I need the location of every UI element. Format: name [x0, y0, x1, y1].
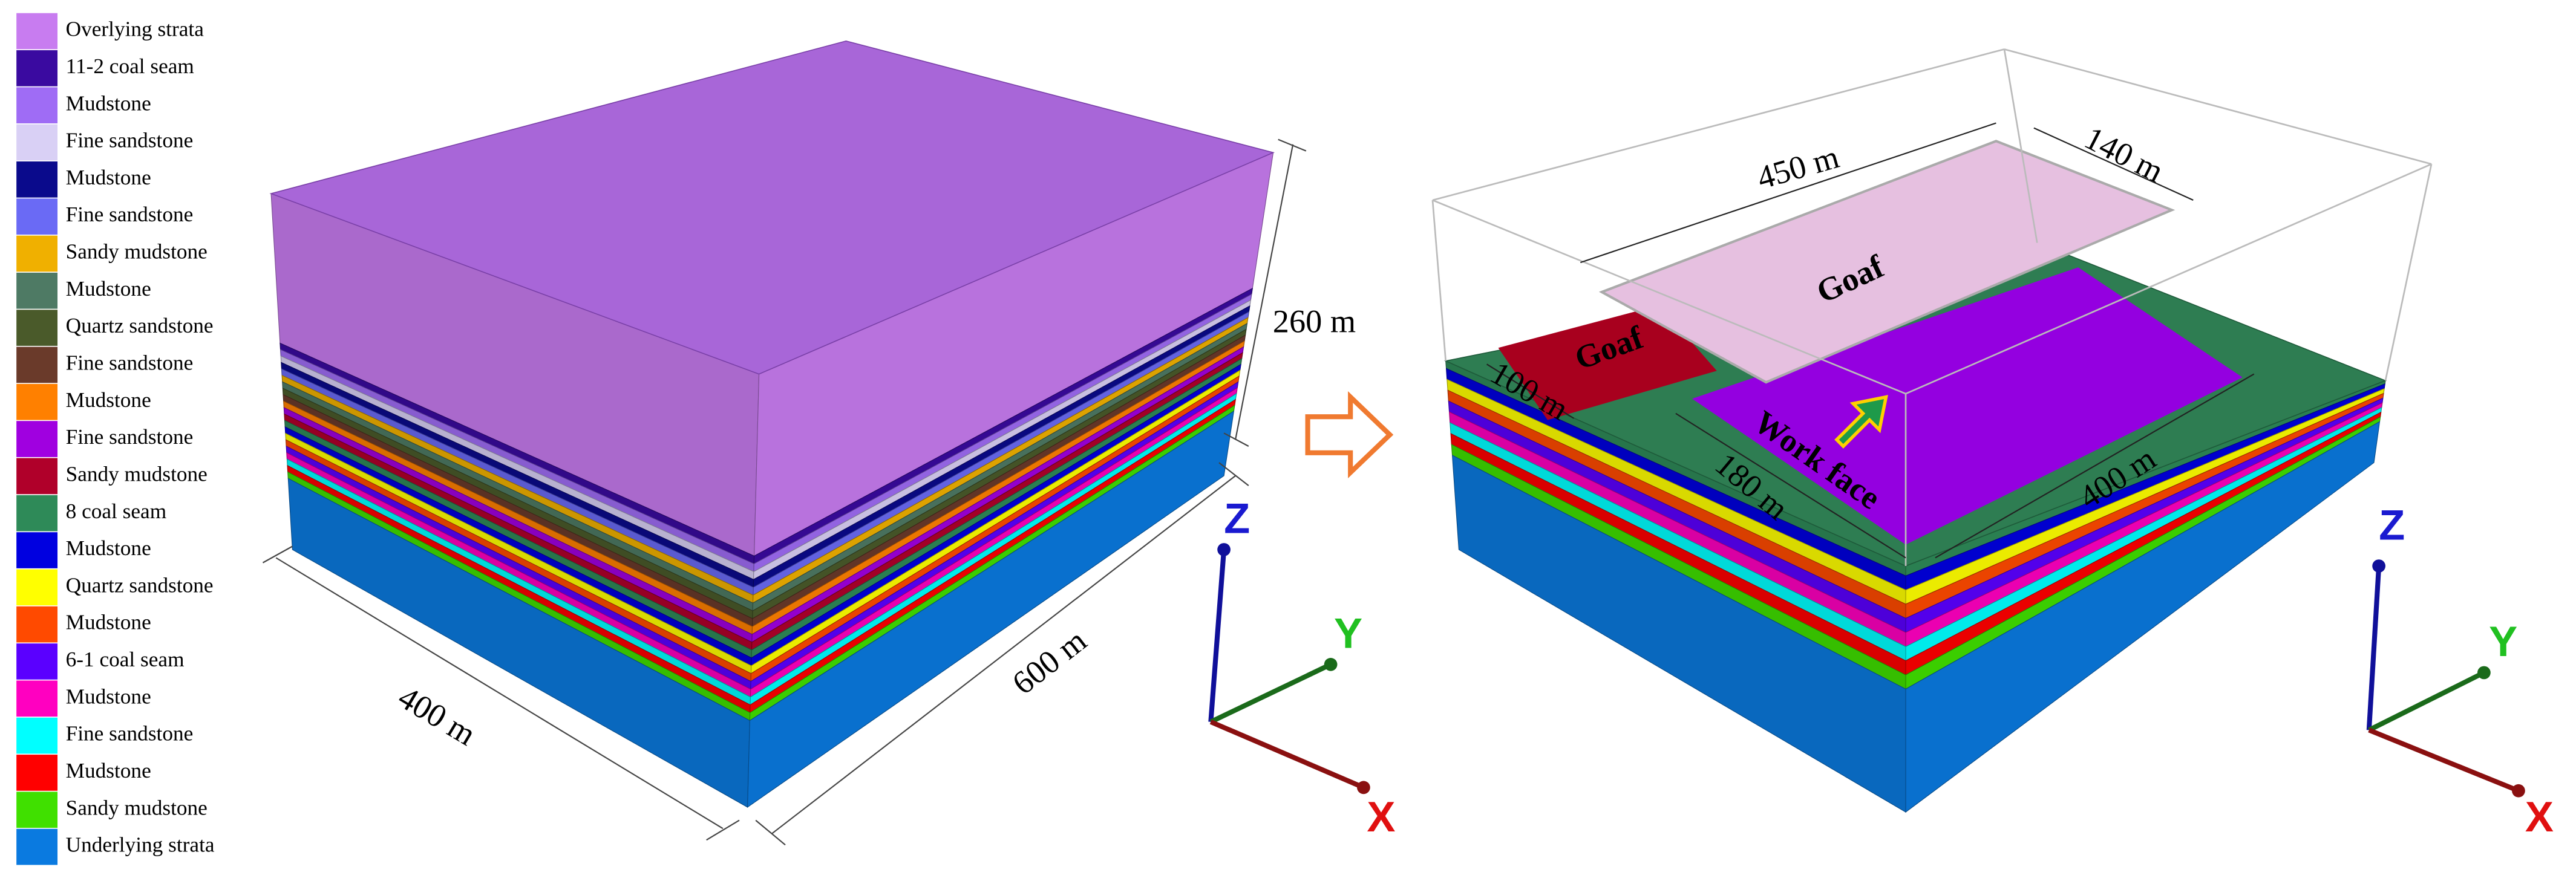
legend-label: Fine sandstone [66, 203, 194, 226]
legend-swatch [16, 124, 58, 161]
wireframe-edge [1431, 200, 1447, 362]
dimension-line [1935, 373, 2255, 559]
legend-swatch [16, 310, 58, 346]
axis-arrow-head [2477, 666, 2491, 680]
legend-label: Mudstone [66, 166, 151, 189]
right-dimension-lines [1486, 122, 2255, 559]
legend-label: Mudstone [66, 611, 151, 634]
legend-label: 8 coal seam [66, 499, 167, 523]
axes: Z Y X Z Y X [1208, 494, 2554, 840]
legend-swatch [16, 755, 58, 791]
axis-arrow-head [2372, 559, 2385, 573]
legend-label: Mudstone [66, 277, 151, 301]
wireframe-edge [1432, 199, 1906, 395]
work-face [1692, 267, 2243, 545]
legend-swatch [16, 50, 58, 86]
wireframe-edge [1432, 48, 2005, 201]
wireframe-edge [2003, 49, 2038, 243]
legend-swatch [16, 606, 58, 643]
goaf-area [1498, 305, 1717, 420]
axis-label: Z [2379, 501, 2405, 548]
axis-arrow [1209, 720, 1365, 790]
legend: Overlying strata 11-2 coal seam Mudstone Fi… [16, 13, 215, 865]
legend-label: Mudstone [66, 91, 151, 115]
legend-label: Overlying strata [66, 18, 204, 41]
axis-arrow [1209, 662, 1332, 724]
axis-arrow [2366, 565, 2382, 730]
legend-swatch [16, 421, 58, 457]
dimension-label: 600 m [1005, 622, 1093, 702]
dimension-line [1580, 122, 1996, 264]
legend-label: Quartz sandstone [66, 573, 214, 597]
axis-arrow-head [1217, 543, 1231, 556]
axis-arrow-head [2512, 784, 2525, 798]
legend-swatch [16, 717, 58, 754]
legend-swatch [16, 272, 58, 309]
advance-arrow [1834, 395, 1888, 449]
left-model [269, 40, 1275, 808]
dimension-label: 260 m [1273, 304, 1356, 340]
axis-label: X [2525, 793, 2554, 840]
legend-label: Fine sandstone [66, 722, 194, 746]
wireframe-edge [2004, 48, 2432, 165]
dimension-label: 400 m [392, 679, 482, 753]
legend-swatch [16, 680, 58, 717]
wireframe-edge [1905, 163, 2432, 395]
legend-swatch [16, 161, 58, 198]
legend-label: Sandy mudstone [66, 462, 208, 486]
axis-arrow-head [1357, 781, 1370, 795]
legend-label: Mudstone [66, 759, 151, 782]
legend-label: Sandy mudstone [66, 796, 208, 819]
axis-arrow [2368, 727, 2520, 793]
legend-swatch [16, 13, 58, 50]
legend-label: Sandy mudstone [66, 240, 208, 264]
legend-label: Quartz sandstone [66, 314, 214, 337]
axis-label: Y [2489, 617, 2517, 665]
axis-label: Z [1224, 494, 1250, 542]
legend-label: Underlying strata [66, 833, 215, 857]
left-dimension-lines [262, 138, 1307, 846]
legend-swatch [16, 643, 58, 680]
legend-swatch [16, 532, 58, 568]
legend-swatch [16, 346, 58, 383]
legend-swatch [16, 198, 58, 235]
legend-label: Mudstone [66, 684, 151, 708]
layer-right-face [747, 410, 1235, 808]
legend-swatch [16, 383, 58, 420]
dimension-line [2033, 127, 2194, 201]
legend-swatch [16, 828, 58, 865]
dimension-line [1675, 412, 1906, 559]
legend-label: Mudstone [66, 388, 151, 412]
wireframe-edge [2384, 164, 2433, 381]
wireframe [1431, 48, 2433, 567]
transition-arrow [1305, 391, 1394, 478]
legend-swatch [16, 569, 58, 606]
top-face [269, 40, 1275, 375]
axis-label: X [1367, 793, 1395, 840]
legend-swatch [16, 235, 58, 272]
legend-swatch [16, 792, 58, 828]
dimension-line [1486, 363, 1575, 419]
legend-swatch [16, 458, 58, 495]
layer-right-face [1905, 421, 2381, 813]
legend-label: Mudstone [66, 536, 151, 560]
axis-arrow-head [1324, 658, 1338, 671]
legend-label: Fine sandstone [66, 351, 194, 375]
legend-swatch [16, 87, 58, 124]
legend-label: Fine sandstone [66, 425, 194, 449]
axis-label: Y [1334, 609, 1362, 657]
legend-swatch [16, 495, 58, 532]
axis-arrow [2368, 670, 2485, 733]
legend-label: 6-1 coal seam [66, 648, 185, 671]
axis-arrow [1208, 549, 1227, 723]
legend-label: 11-2 coal seam [66, 54, 194, 78]
annotation: 450 m [1753, 138, 1843, 196]
legend-label: Fine sandstone [66, 129, 194, 152]
